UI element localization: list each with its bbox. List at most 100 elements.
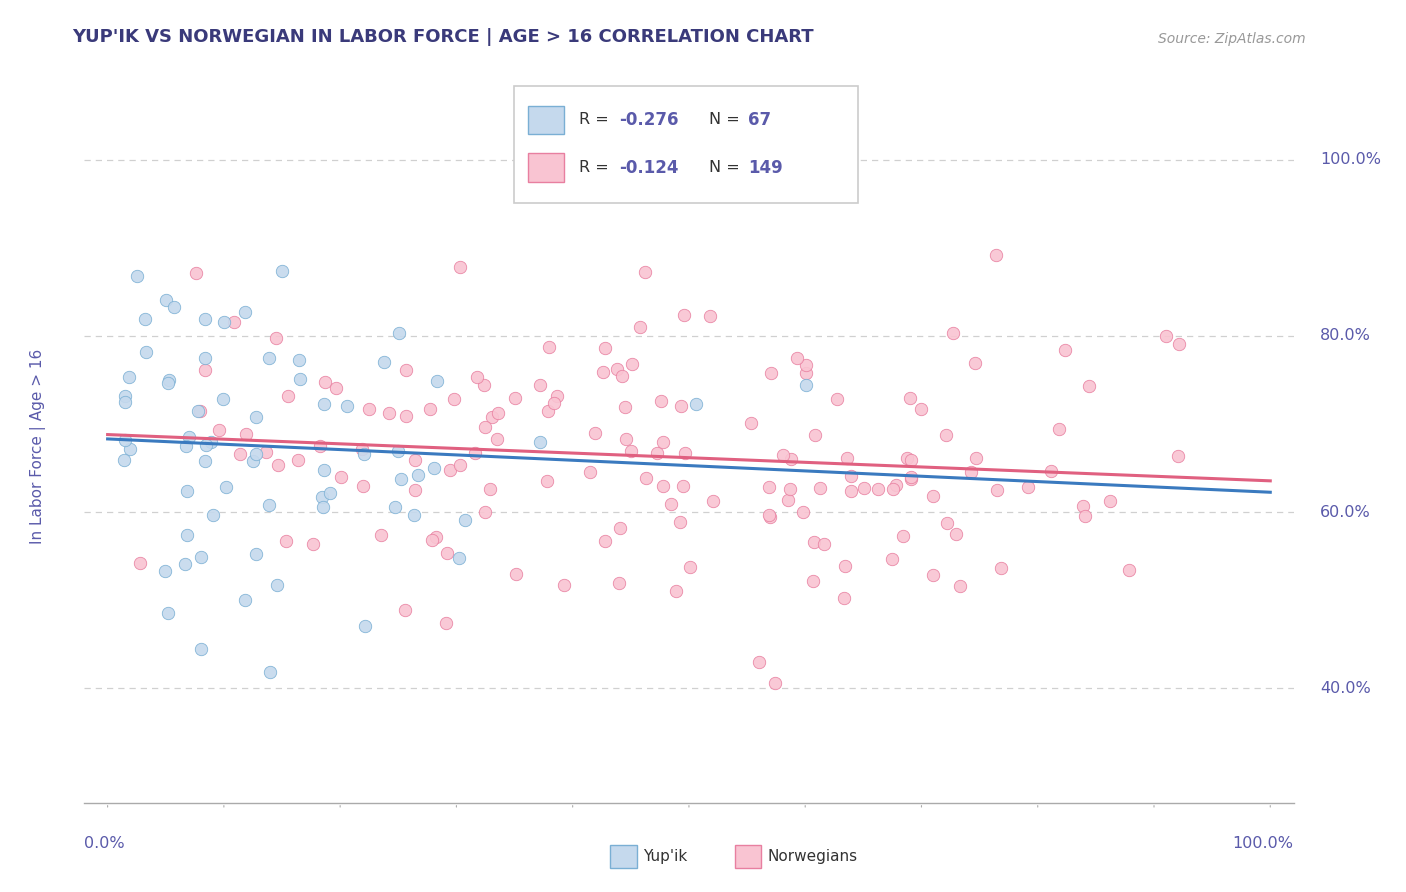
Point bbox=[274, 534, 297, 549]
Point bbox=[1054, 343, 1077, 357]
Point bbox=[543, 396, 565, 410]
Point bbox=[536, 474, 558, 488]
Point bbox=[394, 603, 416, 617]
Point bbox=[786, 351, 808, 365]
Point bbox=[986, 248, 1008, 262]
Text: R =: R = bbox=[579, 112, 614, 128]
Point bbox=[759, 366, 782, 380]
Point bbox=[479, 483, 502, 497]
Point bbox=[422, 461, 444, 475]
Point bbox=[803, 534, 825, 549]
Point bbox=[314, 463, 336, 477]
Point bbox=[325, 381, 347, 395]
Point bbox=[503, 391, 526, 405]
Point bbox=[114, 389, 136, 403]
Point bbox=[352, 479, 374, 493]
Point bbox=[486, 406, 509, 420]
Point bbox=[592, 366, 614, 380]
Point bbox=[595, 341, 617, 355]
Point bbox=[153, 564, 176, 578]
Point bbox=[194, 453, 217, 467]
Point bbox=[436, 546, 458, 560]
Text: Norwegians: Norwegians bbox=[768, 849, 858, 863]
Point bbox=[965, 356, 987, 370]
Point bbox=[900, 472, 922, 486]
Point bbox=[1039, 464, 1062, 478]
Point bbox=[118, 369, 141, 384]
Point bbox=[853, 481, 876, 495]
Point bbox=[420, 533, 443, 548]
Point bbox=[1154, 329, 1177, 343]
Point bbox=[449, 458, 471, 472]
Text: -0.276: -0.276 bbox=[619, 111, 678, 128]
Point bbox=[474, 505, 496, 519]
Text: N =: N = bbox=[710, 161, 745, 175]
Text: 100.0%: 100.0% bbox=[1320, 153, 1381, 167]
Point bbox=[935, 427, 957, 442]
Text: 149: 149 bbox=[748, 159, 783, 177]
Point bbox=[986, 483, 1008, 497]
Point bbox=[245, 447, 267, 461]
Point bbox=[447, 550, 470, 565]
Point bbox=[254, 445, 277, 459]
Point bbox=[406, 467, 429, 482]
Point bbox=[553, 578, 575, 592]
Point bbox=[434, 616, 457, 631]
Point bbox=[288, 372, 311, 386]
Point bbox=[485, 432, 508, 446]
Point bbox=[1074, 509, 1097, 524]
Point bbox=[607, 575, 630, 590]
Point bbox=[352, 442, 374, 457]
Point bbox=[329, 470, 352, 484]
Point bbox=[614, 432, 637, 446]
Point bbox=[583, 426, 606, 441]
Point bbox=[758, 480, 780, 494]
Point bbox=[359, 401, 381, 416]
Point bbox=[779, 483, 801, 497]
Point bbox=[134, 312, 156, 326]
Point bbox=[910, 401, 932, 416]
Point bbox=[1118, 564, 1140, 578]
Point bbox=[866, 482, 889, 496]
Point bbox=[900, 452, 922, 467]
Point bbox=[264, 331, 287, 345]
Point bbox=[312, 396, 335, 410]
Point bbox=[194, 312, 217, 326]
Point bbox=[200, 435, 222, 450]
Point bbox=[259, 498, 281, 512]
Point bbox=[129, 557, 152, 571]
Point bbox=[245, 410, 267, 425]
Point bbox=[114, 395, 136, 409]
Point bbox=[176, 438, 198, 452]
Point bbox=[404, 453, 426, 467]
Point bbox=[395, 363, 418, 377]
Text: YUP'IK VS NORWEGIAN IN LABOR FORCE | AGE > 16 CORRELATION CHART: YUP'IK VS NORWEGIAN IN LABOR FORCE | AGE… bbox=[72, 29, 814, 46]
Point bbox=[194, 438, 217, 452]
Point bbox=[748, 655, 770, 669]
FancyBboxPatch shape bbox=[610, 845, 637, 868]
Point bbox=[287, 452, 309, 467]
Point bbox=[319, 486, 342, 500]
Point bbox=[155, 293, 177, 307]
Point bbox=[439, 463, 461, 477]
Point bbox=[1071, 499, 1094, 513]
Text: -0.124: -0.124 bbox=[619, 159, 678, 177]
Point bbox=[922, 567, 945, 582]
Text: 100.0%: 100.0% bbox=[1233, 837, 1294, 851]
Point bbox=[443, 392, 465, 406]
Point bbox=[813, 537, 835, 551]
Point bbox=[891, 529, 914, 543]
Point bbox=[449, 260, 471, 275]
Point bbox=[235, 427, 257, 442]
Point bbox=[942, 326, 965, 340]
Point bbox=[245, 547, 267, 561]
Point bbox=[839, 483, 862, 498]
Point bbox=[673, 446, 696, 460]
Point bbox=[212, 314, 235, 328]
Point bbox=[537, 340, 560, 354]
Point bbox=[187, 404, 209, 418]
Point bbox=[529, 377, 551, 392]
Point bbox=[387, 444, 409, 458]
Point bbox=[536, 404, 558, 418]
Point bbox=[634, 265, 657, 279]
